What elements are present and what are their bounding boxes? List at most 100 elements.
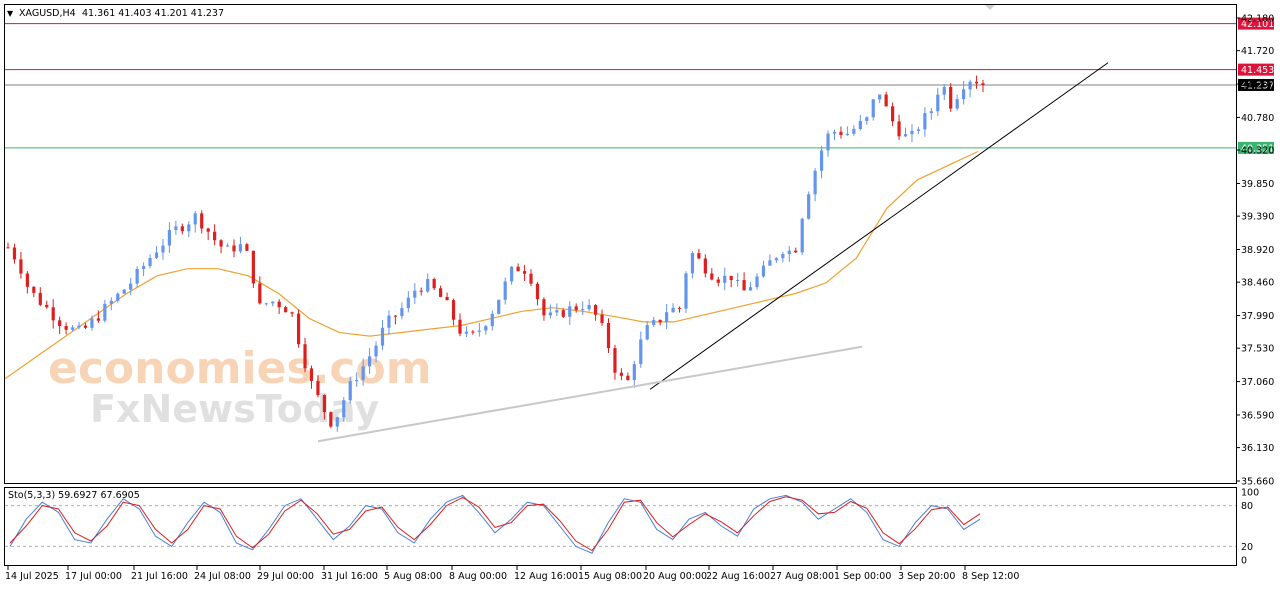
candle-body [748,287,753,291]
candle-body [923,113,927,130]
candle-body [477,330,481,332]
candle-body [606,323,611,349]
candle-body [380,327,385,346]
candle-body [122,289,126,294]
candle-body [439,288,443,297]
candle-body [768,260,772,266]
stochastic-main-line [9,494,981,554]
y-axis-tick-label: 39.850 [1241,179,1274,190]
y-axis-tick-label: 37.530 [1241,344,1274,355]
candle-body [916,129,921,131]
candle-body [329,412,333,427]
candle-body [761,265,766,277]
candle-body [755,276,759,288]
candle-body [51,307,55,321]
main-panel-frame [4,4,1237,484]
candle-body [619,372,624,376]
candle-body [865,117,869,121]
stochastic-level-label: 100 [1241,488,1259,499]
candle-body [90,318,94,328]
candle-body [445,296,449,301]
candle-body [45,304,49,308]
candle-body [180,226,184,232]
resistance-level-upper-label: 42.101 [1241,19,1274,30]
candle-body [981,83,985,85]
candle-body [277,301,281,308]
candle-body [510,266,514,282]
current-price-line-label: 41.237 [1241,80,1274,91]
candle-body [910,130,914,135]
candle-body [819,150,824,171]
candle-body [871,99,875,118]
candle-body [529,273,533,284]
candle-body [200,213,204,229]
y-axis-tick-label: 38.460 [1241,278,1274,289]
candle-body [962,89,966,100]
candle-body [232,245,236,252]
candle-body [387,315,391,328]
candle-body [968,81,972,90]
candle-body [955,99,959,109]
candle-body [665,312,669,323]
candle-body [135,268,139,284]
candle-body [807,194,811,219]
candle-body [167,230,172,246]
stochastic-level-label: 20 [1241,542,1253,553]
candle-body [490,313,494,327]
candle-body [103,303,107,321]
candle-body [303,344,307,369]
stochastic-panel-frame [4,487,1237,566]
y-axis-tick-label: 41.250 [1241,80,1274,91]
candle-body [632,364,636,380]
candle-body [690,253,695,274]
x-axis-tick-label: 29 Jul 00:00 [257,571,314,582]
older-trendline [317,345,863,443]
candle-body [671,307,675,313]
candle-body [936,94,940,112]
x-axis-tick-label: 5 Aug 08:00 [384,571,442,582]
x-axis-tick-label: 15 Aug 08:00 [578,571,642,582]
x-axis-tick-label: 3 Sep 20:00 [898,571,955,582]
candle-body [464,331,469,334]
candle-body [70,327,75,330]
candle-body [374,345,378,357]
candle-body [522,271,527,274]
candle-body [581,309,585,311]
candle-body [225,245,230,247]
candle-body [426,279,430,292]
support-level-label: 40.351 [1241,143,1274,154]
candle-body [542,299,546,316]
candle-body [658,319,662,323]
stochastic-label: Sto(5,3,3) 59.6927 67.6905 [8,490,140,501]
candle-body [290,312,294,314]
candle-body [677,307,682,309]
candle-body [193,213,197,225]
y-axis-tick-label: 35.660 [1241,477,1274,488]
stochastic-signal-line [9,496,981,552]
candle-body [213,231,217,241]
y-axis-tick-label: 37.060 [1241,377,1274,388]
candle-body [813,170,817,195]
candle-body [335,417,339,427]
chart-menu-icon[interactable]: ▼ [7,9,14,18]
candle-body [736,280,740,282]
candle-body [974,81,979,84]
candle-body [129,283,133,290]
candle-body [858,120,862,129]
x-axis-tick-label: 20 Aug 00:00 [643,571,707,582]
candle-body [316,380,320,396]
x-axis-tick-label: 8 Sep 12:00 [962,571,1019,582]
candle-body [367,356,372,367]
candle-body [348,381,352,401]
candle-body [484,326,488,331]
candle-body [787,250,791,255]
current-price-line-tag [1238,78,1274,91]
candle-body [561,310,565,317]
candle-body [826,133,830,151]
y-axis-tick-label: 38.920 [1241,245,1274,256]
candle-body [83,325,88,328]
scroll-marker-icon[interactable] [985,5,995,10]
candle-body [652,319,656,325]
